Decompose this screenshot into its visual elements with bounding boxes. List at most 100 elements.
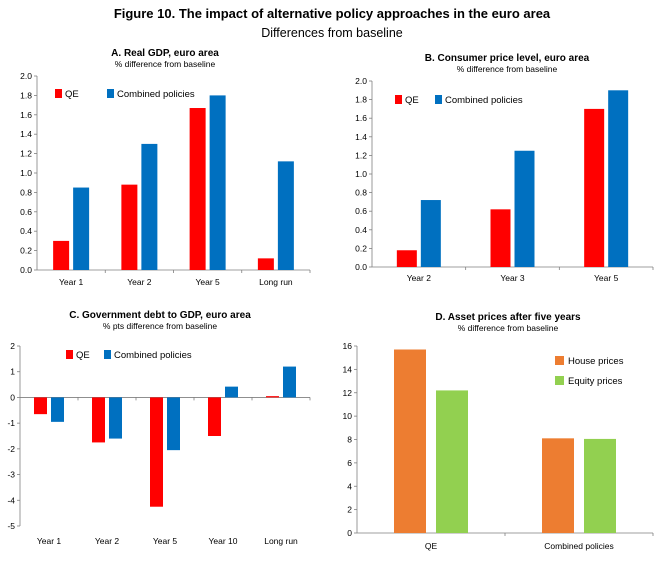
y-tick-label: 0 <box>347 528 352 538</box>
y-tick-label: 1 <box>10 367 15 377</box>
legend-label: Combined policies <box>445 95 523 106</box>
y-tick-label: 0.8 <box>20 187 32 197</box>
panel-b-subtitle: % difference from baseline <box>457 64 558 74</box>
y-tick-label: 8 <box>347 435 352 445</box>
bar-qe <box>396 250 417 267</box>
y-tick-label: 14 <box>343 364 353 374</box>
y-tick-label: 1.6 <box>355 113 367 123</box>
figure-subtitle: Differences from baseline <box>261 26 403 40</box>
legend-swatch <box>555 356 564 365</box>
bar-qe <box>34 397 47 415</box>
y-tick-label: 1.0 <box>20 168 32 178</box>
legend-swatch <box>107 89 114 98</box>
x-category-label: Year 5 <box>153 536 178 546</box>
x-category-label: Year 2 <box>127 277 152 287</box>
bar-qe <box>490 209 511 267</box>
bar-equity-prices <box>584 438 616 533</box>
y-tick-label: 1.8 <box>20 90 32 100</box>
bar-house-prices <box>394 349 426 533</box>
x-category-label: Year 1 <box>37 536 62 546</box>
legend-label: House prices <box>568 356 624 367</box>
y-tick-label: 2 <box>347 505 352 515</box>
bar-combined-policies <box>420 200 441 267</box>
bar-combined-policies <box>209 95 226 271</box>
bar-house-prices <box>542 438 574 533</box>
y-tick-label: -1 <box>7 418 15 428</box>
y-tick-label: 1.6 <box>20 110 32 120</box>
y-tick-label: 4 <box>347 481 352 491</box>
bar-qe <box>208 397 221 436</box>
bar-combined-policies <box>608 90 629 267</box>
y-tick-label: 1.8 <box>355 95 367 105</box>
panel-d-subtitle: % difference from baseline <box>458 323 559 333</box>
y-tick-label: 1.4 <box>20 129 32 139</box>
legend-label: Combined policies <box>114 350 192 361</box>
panel-c-government-debt-chart: C. Government debt to GDP, euro area % p… <box>7 310 311 546</box>
x-category-label: Year 5 <box>195 277 220 287</box>
y-tick-label: -5 <box>7 521 15 531</box>
bar-combined-policies <box>283 366 296 398</box>
y-tick-label: 0.2 <box>20 246 32 256</box>
y-tick-label: 0.6 <box>20 207 32 217</box>
bar-qe <box>150 397 163 507</box>
legend-label: QE <box>76 350 90 361</box>
panel-b-title: B. Consumer price level, euro area <box>425 53 590 64</box>
y-tick-label: 0.0 <box>355 262 367 272</box>
x-category-label: Year 1 <box>59 277 84 287</box>
x-category-label: QE <box>425 541 438 551</box>
bar-combined-policies <box>73 187 90 270</box>
y-tick-label: 0.0 <box>20 265 32 275</box>
y-tick-label: 0 <box>10 392 15 402</box>
bar-qe <box>257 258 274 270</box>
bar-qe <box>92 397 105 443</box>
y-tick-label: -2 <box>7 444 15 454</box>
y-tick-label: 2 <box>10 341 15 351</box>
bar-combined-policies <box>514 150 535 267</box>
y-tick-label: -4 <box>7 495 15 505</box>
bar-qe <box>189 108 206 270</box>
x-category-label: Long run <box>259 277 293 287</box>
y-tick-label: 16 <box>343 341 353 351</box>
y-tick-label: 2.0 <box>20 71 32 81</box>
panel-a-title: A. Real GDP, euro area <box>111 48 219 59</box>
bar-combined-policies <box>167 397 180 451</box>
x-category-label: Combined policies <box>544 541 613 551</box>
y-tick-label: 10 <box>343 411 353 421</box>
y-tick-label: -3 <box>7 470 15 480</box>
legend-label: Equity prices <box>568 376 623 387</box>
legend-label: QE <box>65 89 79 100</box>
x-category-label: Year 3 <box>500 273 525 283</box>
x-category-label: Year 10 <box>209 536 238 546</box>
bar-qe <box>121 184 138 270</box>
legend-swatch <box>104 350 111 359</box>
y-tick-label: 1.2 <box>20 149 32 159</box>
panel-a-real-gdp-chart: A. Real GDP, euro area % difference from… <box>20 48 311 287</box>
y-tick-label: 6 <box>347 458 352 468</box>
panel-c-subtitle: % pts difference from baseline <box>103 321 217 331</box>
y-tick-label: 0.2 <box>355 243 367 253</box>
panel-c-title: C. Government debt to GDP, euro area <box>69 310 251 321</box>
y-tick-label: 12 <box>343 388 353 398</box>
y-tick-label: 0.8 <box>355 188 367 198</box>
bar-combined-policies <box>225 386 238 398</box>
bar-equity-prices <box>436 390 468 533</box>
legend-swatch <box>435 95 442 104</box>
x-category-label: Long run <box>264 536 298 546</box>
y-tick-label: 0.4 <box>20 226 32 236</box>
bar-combined-policies <box>51 397 64 422</box>
panel-d-title: D. Asset prices after five years <box>435 312 581 323</box>
x-category-label: Year 5 <box>594 273 619 283</box>
bar-qe <box>266 396 279 398</box>
bar-combined-policies <box>141 143 158 270</box>
legend-swatch <box>55 89 62 98</box>
legend-swatch <box>555 376 564 385</box>
x-category-label: Year 2 <box>407 273 432 283</box>
legend-swatch <box>395 95 402 104</box>
legend-swatch <box>66 350 73 359</box>
bar-combined-policies <box>277 161 294 270</box>
legend-label: QE <box>405 95 419 106</box>
panel-b-consumer-price-chart: B. Consumer price level, euro area % dif… <box>355 53 654 283</box>
y-tick-label: 1.2 <box>355 150 367 160</box>
panel-d-asset-prices-chart: D. Asset prices after five years % diffe… <box>343 312 654 551</box>
bar-qe <box>584 108 605 268</box>
